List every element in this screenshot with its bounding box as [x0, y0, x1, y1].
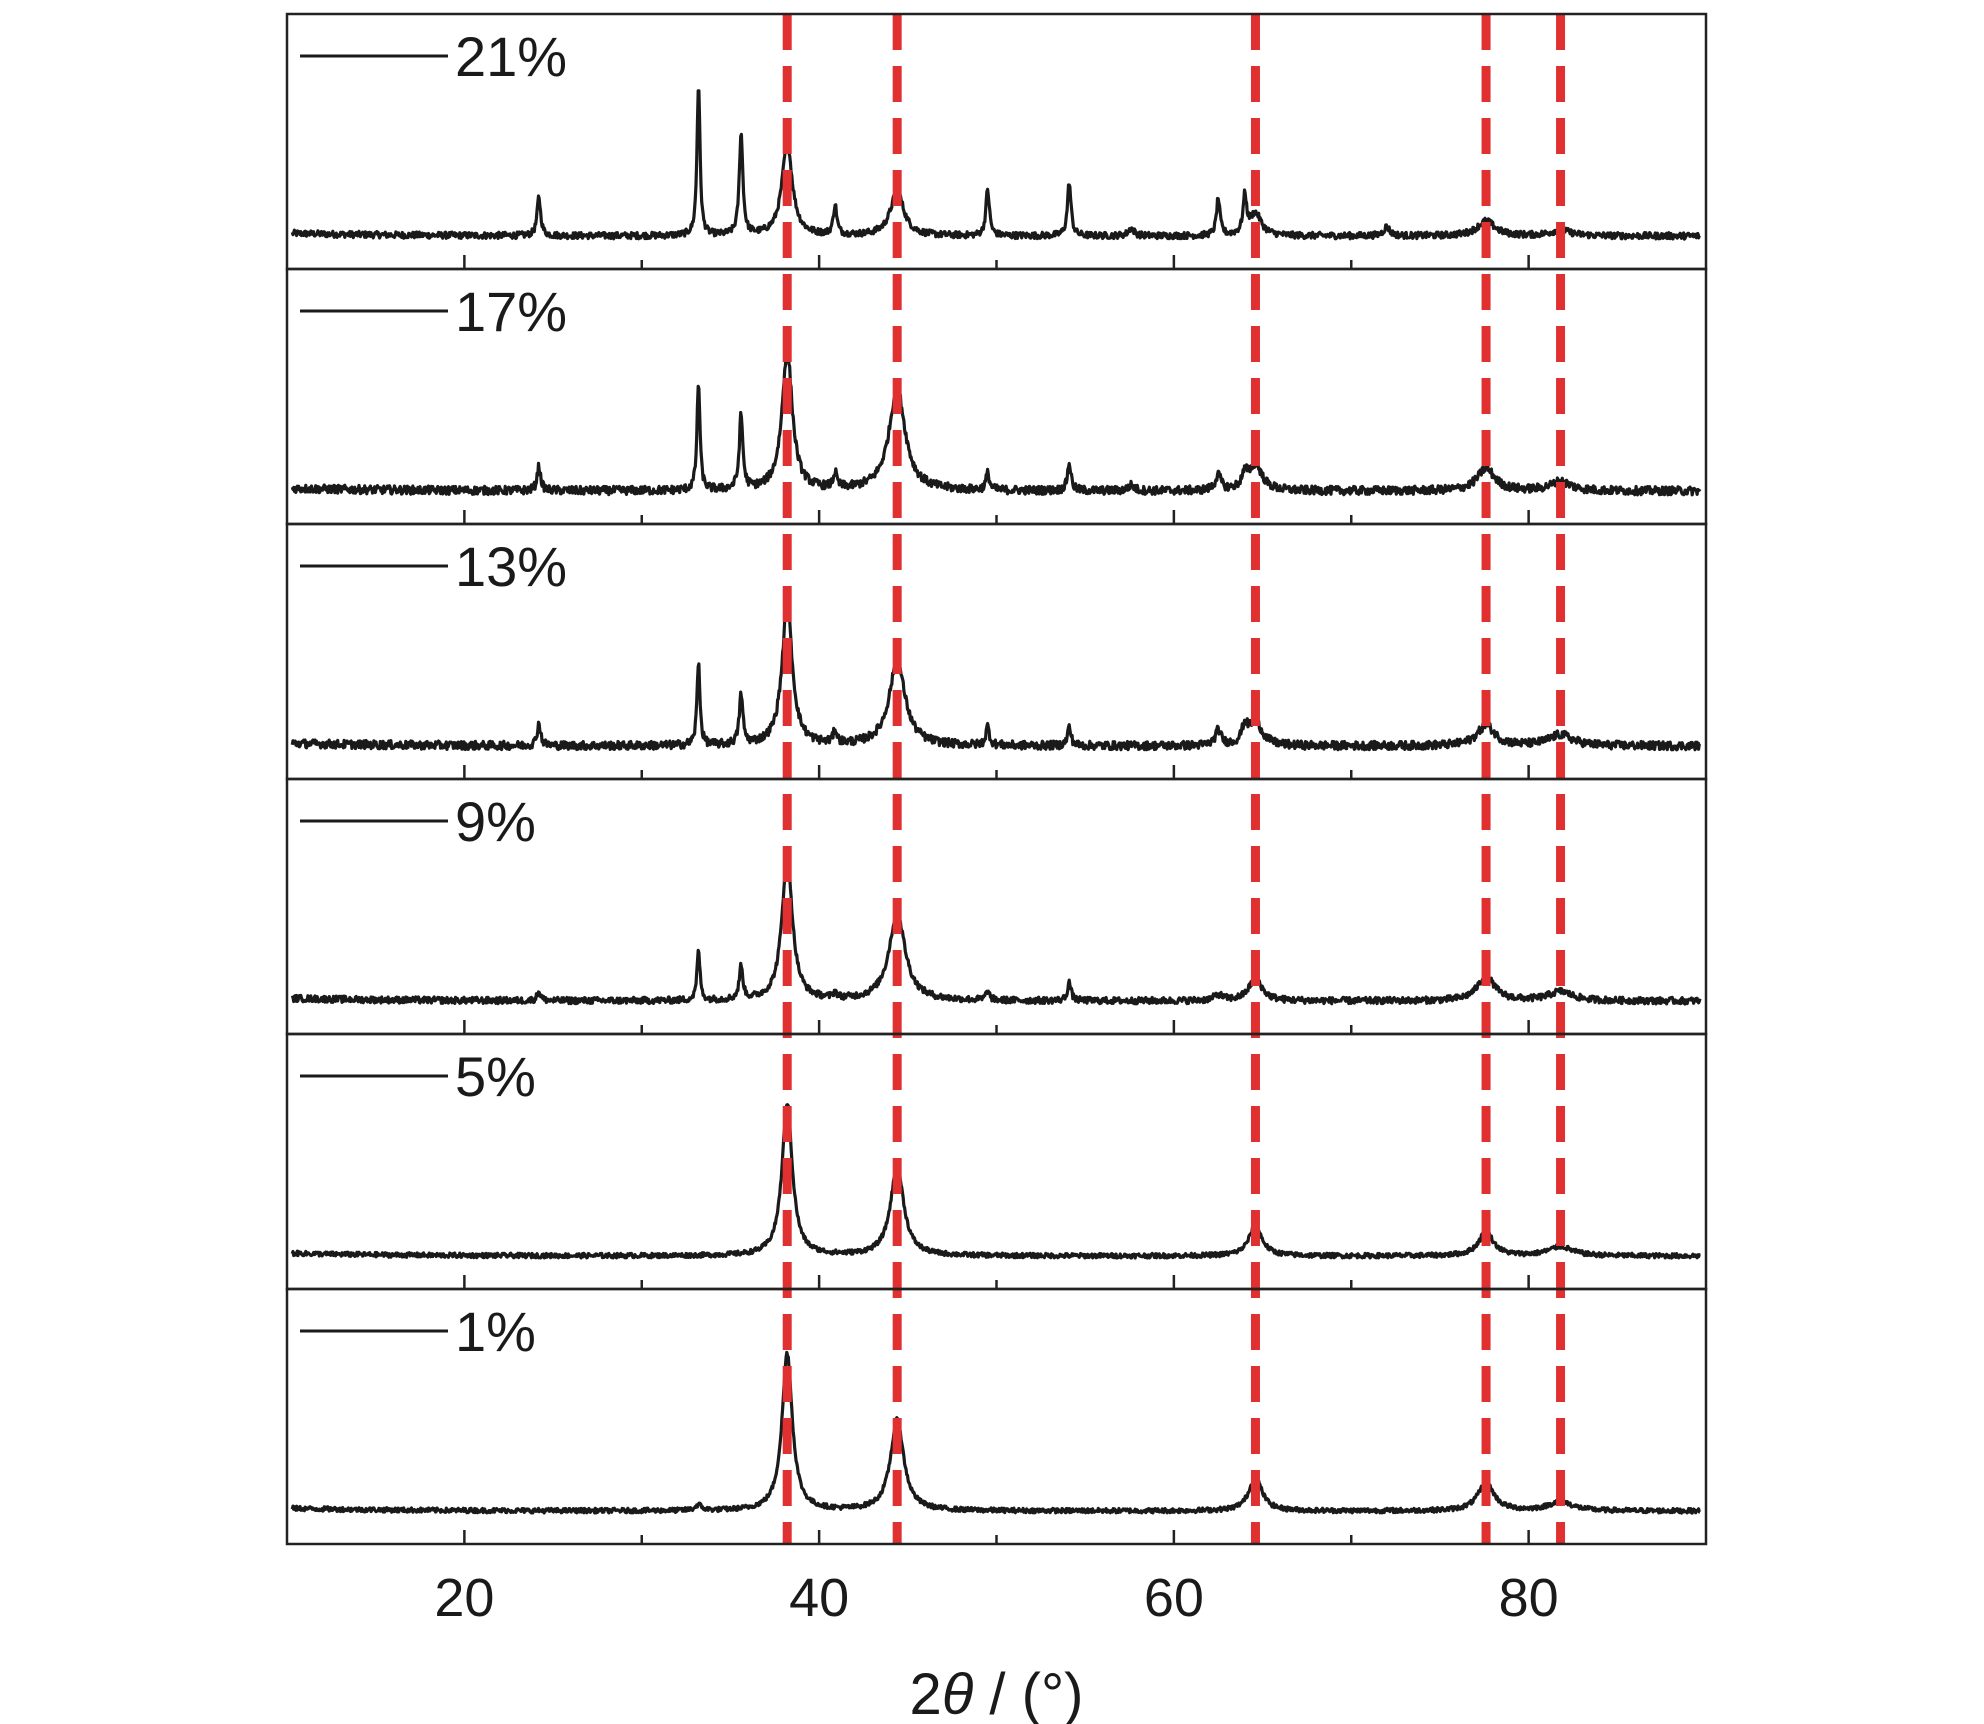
x-tick-label: 80	[1499, 1568, 1559, 1628]
x-tick-label: 40	[789, 1568, 849, 1628]
series-trace-9%	[290, 852, 1702, 1006]
x-axis: 20 40 60 80 2θ / (°)	[434, 1568, 1558, 1724]
legend-label: 13%	[455, 535, 567, 598]
legend-label: 1%	[455, 1300, 536, 1363]
x-axis-title: 2θ / (°)	[910, 1662, 1084, 1724]
series-trace-13%	[290, 600, 1701, 752]
legend-label: 17%	[455, 280, 567, 343]
legend-label: 5%	[455, 1045, 536, 1108]
legend-label: 21%	[455, 25, 567, 88]
series-trace-1%	[290, 1350, 1701, 1515]
x-tick-label: 60	[1144, 1568, 1204, 1628]
legend-label: 9%	[455, 790, 536, 853]
series-trace-17%	[290, 346, 1702, 497]
ticks-layer	[463, 255, 1530, 1544]
series-trace-21%	[290, 89, 1701, 241]
legend-layer: 21% 17% 13% 9% 5% 1%	[300, 25, 567, 1363]
x-tick-label: 20	[434, 1568, 494, 1628]
series-trace-5%	[290, 1103, 1701, 1260]
traces-layer	[290, 89, 1702, 1515]
